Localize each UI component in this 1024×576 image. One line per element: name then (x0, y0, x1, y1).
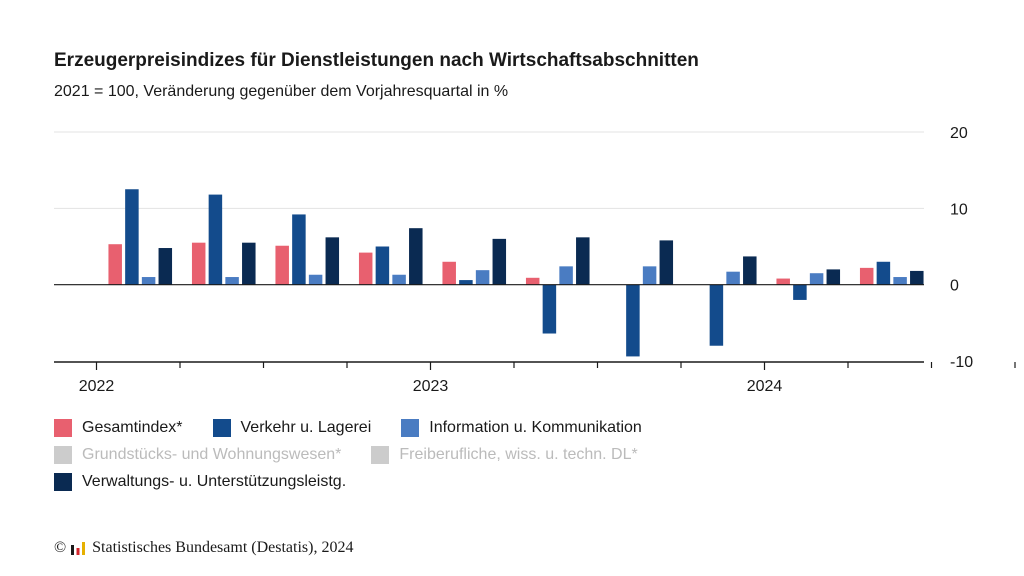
source-text: Statistisches Bundesamt (Destatis), 2024 (92, 539, 354, 556)
y-tick-label: 0 (950, 278, 959, 295)
bar (141, 277, 156, 285)
y-tick-label: 20 (950, 125, 968, 142)
legend-label: Verwaltungs- u. Unterstützungsleistg. (82, 472, 347, 490)
legend: Gesamtindex* Verkehr u. Lagerei Informat… (54, 416, 854, 497)
footer: © Statistisches Bundesamt (Destatis), 20… (54, 539, 353, 557)
bar (793, 284, 807, 300)
bar (225, 277, 239, 285)
bar (726, 271, 740, 285)
bar (442, 261, 456, 285)
bar (292, 214, 306, 285)
chart-subtitle: 2021 = 100, Veränderung gegenüber dem Vo… (54, 83, 509, 100)
legend-swatch (54, 445, 72, 464)
y-tick-label: 10 (950, 201, 968, 218)
legend-item-grundstuecks[interactable]: Grundstücks- und Wohnungswesen* (54, 445, 342, 464)
bar (308, 274, 323, 285)
bar (392, 274, 406, 285)
bar-chart: 20 10 0 -10 2022 2023 2024 (54, 125, 1016, 395)
bar (358, 252, 373, 285)
bar (626, 284, 640, 357)
destatis-logo-icon (71, 542, 86, 555)
bar (642, 266, 657, 285)
x-year-label: 2024 (747, 378, 783, 395)
bar (475, 270, 490, 285)
legend-swatch (54, 472, 72, 491)
bar (525, 277, 540, 285)
bar (275, 245, 289, 285)
bar (576, 237, 590, 285)
legend-swatch (54, 418, 72, 437)
legend-item-verkehr[interactable]: Verkehr u. Lagerei (212, 418, 372, 437)
legend-item-freiberufliche[interactable]: Freiberufliche, wiss. u. techn. DL* (371, 445, 638, 464)
legend-swatch (401, 418, 420, 437)
legend-swatch (212, 418, 231, 437)
bar (709, 284, 724, 346)
bar (859, 267, 874, 285)
bar (659, 240, 674, 285)
bar (208, 194, 223, 285)
bar (809, 273, 824, 285)
bar (125, 189, 139, 285)
legend-swatch (371, 445, 390, 464)
legend-label: Gesamtindex* (82, 418, 183, 436)
y-tick-label: -10 (950, 354, 973, 371)
legend-label: Grundstücks- und Wohnungswesen* (82, 445, 342, 463)
bar (876, 261, 891, 285)
bar (492, 238, 507, 285)
bar (325, 237, 340, 285)
bar (459, 280, 473, 285)
bar (409, 228, 423, 285)
legend-item-information[interactable]: Information u. Kommunikation (401, 418, 642, 437)
bar (893, 277, 907, 285)
chart-title: Erzeugerpreisindizes für Dienstleistunge… (54, 50, 699, 71)
bar (776, 278, 790, 285)
legend-label: Verkehr u. Lagerei (240, 418, 372, 436)
bar (542, 284, 557, 334)
copyright-symbol: © (54, 539, 67, 556)
bar (242, 242, 256, 285)
bar (559, 266, 573, 285)
bar (108, 244, 122, 285)
x-year-label: 2022 (79, 378, 115, 395)
bar (158, 248, 173, 285)
bar (910, 270, 924, 285)
bar (375, 246, 390, 285)
bar (191, 242, 206, 285)
legend-label: Information u. Kommunikation (429, 418, 642, 436)
legend-label: Freiberufliche, wiss. u. techn. DL* (399, 445, 638, 463)
legend-item-gesamtindex[interactable]: Gesamtindex* (54, 418, 183, 437)
bar (826, 269, 841, 285)
bar (743, 256, 757, 285)
legend-item-verwaltung[interactable]: Verwaltungs- u. Unterstützungsleistg. (54, 472, 347, 491)
x-year-label: 2023 (413, 378, 449, 395)
